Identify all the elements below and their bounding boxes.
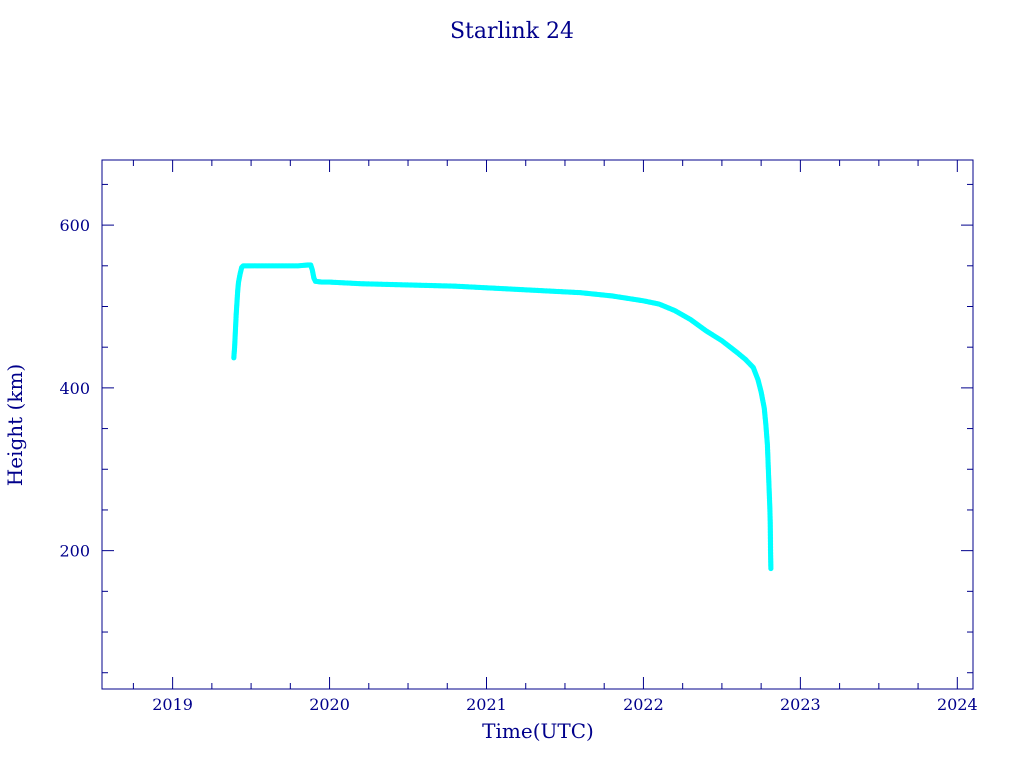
- x-tick-label: 2020: [309, 695, 350, 714]
- x-tick-label: 2021: [466, 695, 507, 714]
- y-tick-label: 400: [59, 379, 90, 398]
- plot-border: [101, 159, 974, 690]
- x-tick-label: 2019: [152, 695, 193, 714]
- y-axis-label: Height (km): [3, 364, 27, 486]
- y-tick-label: 200: [59, 542, 90, 561]
- y-tick-label: 600: [59, 216, 90, 235]
- x-tick-label: 2024: [937, 695, 978, 714]
- x-tick-label: 2022: [623, 695, 664, 714]
- plot-frame: [101, 159, 974, 690]
- x-tick-label: 2023: [780, 695, 821, 714]
- data-point: [768, 565, 774, 572]
- axis-ticks: 2019 2020 2021 2022 2023 2024 200 400 600: [59, 160, 978, 714]
- series-line: [233, 264, 772, 569]
- data-series: [231, 262, 774, 572]
- x-axis-label: Time(UTC): [482, 719, 594, 743]
- chart-title: Starlink 24: [450, 19, 574, 44]
